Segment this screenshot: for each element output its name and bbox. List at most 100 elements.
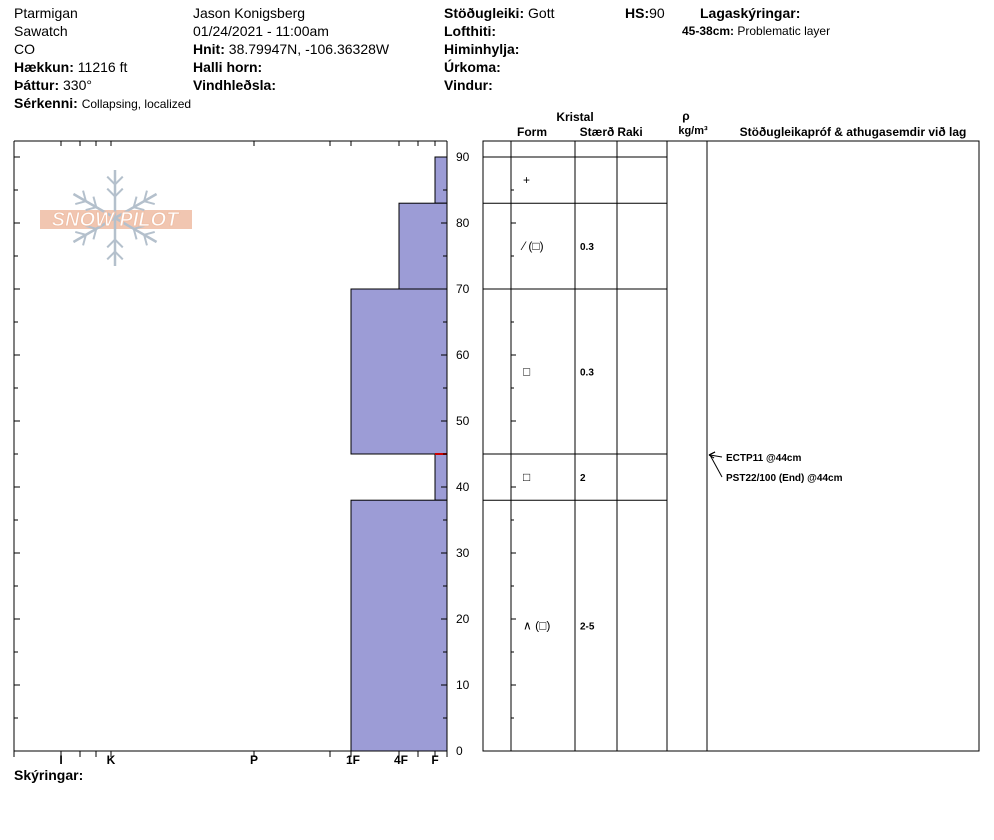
aspect-value: 330° bbox=[63, 77, 92, 93]
layer-note: 45-38cm: Problematic layer bbox=[682, 22, 830, 40]
col-size-header: Stærð bbox=[580, 125, 615, 139]
height-tick-label: 80 bbox=[456, 216, 470, 230]
aspect-row: Þáttur: 330° bbox=[14, 76, 92, 94]
test-leader-line bbox=[709, 454, 723, 478]
height-tick-label: 30 bbox=[456, 546, 470, 560]
stability-row: Stöðugleiki: Gott bbox=[444, 4, 554, 22]
crystal-form-symbol: ⁄ (□) bbox=[520, 239, 544, 253]
wind-label: Vindur: bbox=[444, 77, 493, 93]
height-tick-label: 20 bbox=[456, 612, 470, 626]
stability-value: Gott bbox=[528, 5, 555, 21]
height-tick-label: 10 bbox=[456, 678, 470, 692]
hardness-label: P bbox=[250, 753, 258, 767]
flake-arm bbox=[114, 216, 158, 244]
flake-branch bbox=[143, 234, 148, 246]
col-moisture-header: Raki bbox=[617, 125, 642, 139]
test-leader-line bbox=[709, 454, 723, 458]
crystal-form-symbol: ∧ (□) bbox=[523, 619, 550, 633]
coords-label: Hnit: bbox=[193, 41, 225, 57]
flake-branch bbox=[85, 206, 97, 212]
flake-branch bbox=[143, 230, 155, 236]
hardness-label: F bbox=[431, 753, 438, 767]
wind-loading-label: Vindhleðsla: bbox=[193, 77, 276, 93]
flake-branch bbox=[114, 250, 124, 261]
height-tick-label: 0 bbox=[456, 744, 463, 758]
features-value: Collapsing, localized bbox=[81, 97, 192, 111]
flake-branch bbox=[114, 238, 124, 249]
state: CO bbox=[14, 41, 35, 57]
flake-branch bbox=[133, 224, 145, 230]
precip-label: Úrkoma: bbox=[444, 59, 501, 75]
col-rho-header: ρ bbox=[682, 109, 689, 123]
hs-value: 90 bbox=[649, 5, 665, 21]
flake-branch bbox=[85, 224, 97, 230]
sky-label: Himinhylja: bbox=[444, 41, 520, 57]
flake-branch bbox=[106, 238, 116, 249]
observation-datetime: 01/24/2021 - 11:00am bbox=[193, 23, 329, 39]
height-tick-label: 70 bbox=[456, 282, 470, 296]
flake-arm bbox=[114, 192, 158, 220]
flake-branch bbox=[114, 187, 124, 198]
flake-branch bbox=[82, 190, 87, 202]
height-tick-label: 90 bbox=[456, 150, 470, 164]
hardness-layer-bar bbox=[434, 156, 448, 204]
crystal-size: 2 bbox=[580, 473, 586, 484]
features-row: Sérkenni: Collapsing, localized bbox=[14, 94, 191, 113]
layer-note-range: 45-38cm: bbox=[682, 24, 735, 38]
crystal-size: 0.3 bbox=[580, 242, 594, 253]
hardness-layer-bar bbox=[350, 288, 448, 455]
height-tick-label: 40 bbox=[456, 480, 470, 494]
logo-text: SNOW PILOT bbox=[52, 209, 180, 231]
flake-branch bbox=[143, 190, 148, 202]
flake-branch bbox=[75, 230, 87, 236]
coords-row: Hnit: 38.79947N, -106.36328W bbox=[193, 40, 389, 58]
col-density-unit-header: kg/m³ bbox=[678, 125, 708, 137]
elevation-row: Hækkun: 11216 ft bbox=[14, 58, 127, 76]
coords-value: 38.79947N, -106.36328W bbox=[228, 41, 390, 57]
features-label: Sérkenni: bbox=[14, 95, 78, 111]
flake-arm bbox=[72, 192, 116, 220]
observer-name: Jason Konigsberg bbox=[193, 5, 306, 21]
flake-branch bbox=[75, 200, 87, 206]
mountain-range: Sawatch bbox=[14, 23, 68, 39]
col-form-header: Form bbox=[517, 125, 547, 139]
crystal-size: 2-5 bbox=[580, 622, 595, 633]
stability-test-label: PST22/100 (End) @44cm bbox=[726, 473, 843, 484]
flake-branch bbox=[143, 200, 155, 206]
flake-branch bbox=[132, 196, 138, 208]
hardness-label: I bbox=[59, 753, 62, 767]
hs-label: HS: bbox=[625, 5, 650, 21]
flake-branch bbox=[82, 234, 87, 246]
height-tick-label: 50 bbox=[456, 414, 470, 428]
table-frame bbox=[482, 140, 980, 752]
flake-branch bbox=[132, 228, 138, 240]
elevation-value: 11216 ft bbox=[77, 59, 128, 75]
height-tick-label: 60 bbox=[456, 348, 470, 362]
flake-branch bbox=[92, 228, 98, 240]
test-arrow-icon bbox=[708, 451, 716, 459]
flake-branch bbox=[106, 250, 116, 261]
snowpilot-logo: SNOW PILOT bbox=[40, 170, 192, 266]
location-name: Ptarmigan bbox=[14, 5, 78, 21]
flake-branch bbox=[114, 175, 124, 186]
flake-branch bbox=[106, 187, 116, 198]
flake-branch bbox=[106, 175, 116, 186]
hardness-layer-bar bbox=[350, 499, 448, 752]
slope-label: Halli horn: bbox=[193, 59, 263, 75]
layer-note-text: Problematic layer bbox=[737, 24, 831, 38]
flake-arm bbox=[72, 216, 116, 244]
crystal-form-symbol: □ bbox=[523, 365, 530, 379]
air-temp-label: Lofthiti: bbox=[444, 23, 497, 39]
hardness-layer-bar bbox=[398, 202, 448, 290]
flake-branch bbox=[133, 206, 145, 212]
crystal-form-symbol: + bbox=[523, 173, 530, 187]
stability-test-label: ECTP11 @44cm bbox=[726, 453, 801, 464]
layer-notes-label: Lagaskýringar: bbox=[700, 5, 801, 21]
col-tests-header: Stöðugleikapróf & athugasemdir við lag bbox=[740, 125, 967, 139]
col-crystal-header: Kristal bbox=[556, 110, 593, 124]
hardness-layer-bar bbox=[434, 453, 448, 501]
hs-row: HS:90 bbox=[625, 4, 665, 22]
hardness-label: 1F bbox=[346, 753, 360, 767]
stability-label: Stöðugleiki: bbox=[444, 5, 525, 21]
